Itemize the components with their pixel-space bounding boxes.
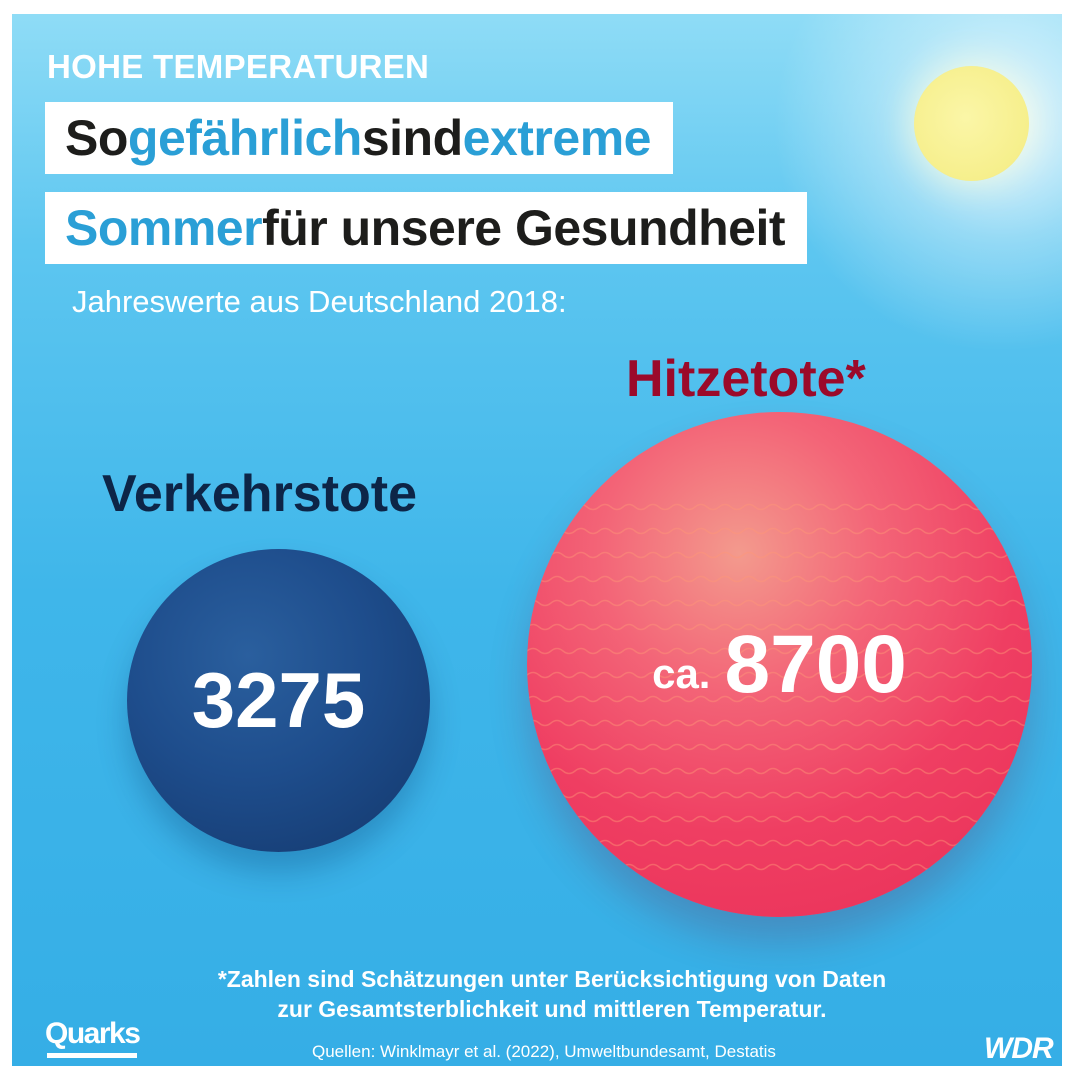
- wave-line: [527, 863, 1032, 871]
- wdr-logo: WDR: [984, 1032, 1054, 1065]
- wave-line: [527, 623, 1032, 631]
- title-accent-word: extreme: [462, 110, 652, 166]
- title-line-1: So gefährlich sind extreme: [45, 102, 673, 174]
- title-accent-word: Sommer: [65, 200, 263, 256]
- wave-line: [527, 767, 1032, 775]
- value-label-traffic: 3275: [127, 549, 430, 852]
- sun-icon: [914, 66, 1029, 181]
- title-word: sind: [361, 110, 463, 166]
- footnote-line-2: zur Gesamtsterblichkeit und mittleren Te…: [277, 996, 827, 1022]
- wave-pattern: [527, 503, 1032, 871]
- footnote-line-1: *Zahlen sind Schätzungen unter Berücksic…: [217, 966, 887, 992]
- title-accent-word: gefährlich: [127, 110, 362, 166]
- bubble-traffic-deaths: [127, 549, 430, 852]
- wave-line: [527, 599, 1032, 607]
- value-number: 3275: [191, 656, 366, 744]
- wave-line: [527, 839, 1032, 847]
- kicker: HOHE TEMPERATUREN: [47, 48, 430, 85]
- wave-line: [527, 671, 1032, 679]
- wave-line: [527, 503, 1032, 511]
- wave-line: [527, 575, 1032, 583]
- bubble-heat-deaths: [527, 412, 1032, 917]
- sun-glow: [772, 14, 1062, 354]
- category-label-traffic: Verkehrstote: [102, 465, 418, 523]
- wave-line: [527, 743, 1032, 751]
- quarks-logo-bar: [47, 1053, 137, 1058]
- wave-line: [527, 695, 1032, 703]
- wave-line: [527, 647, 1032, 655]
- subtitle: Jahreswerte aus Deutschland 2018:: [72, 284, 567, 319]
- footnote: *Zahlen sind Schätzungen unter Berücksic…: [172, 964, 932, 1024]
- wave-line: [527, 527, 1032, 535]
- title-word: für unsere Gesundheit: [262, 200, 786, 256]
- wave-line: [527, 815, 1032, 823]
- infographic-frame: HOHE TEMPERATUREN So gefährlich sind ext…: [12, 14, 1062, 1066]
- wave-line: [527, 551, 1032, 559]
- value-label-heat: ca. 8700: [527, 412, 1032, 917]
- value-prefix: ca.: [652, 649, 711, 697]
- value-number: 8700: [724, 618, 907, 710]
- sources: Quellen: Winklmayr et al. (2022), Umwelt…: [312, 1042, 776, 1061]
- quarks-logo: Quarks: [45, 1017, 141, 1050]
- category-label-heat: Hitzetote*: [626, 350, 866, 408]
- wave-line: [527, 791, 1032, 799]
- title-word: So: [65, 110, 128, 166]
- wave-line: [527, 719, 1032, 727]
- title-line-2: Sommer für unsere Gesundheit: [45, 192, 808, 264]
